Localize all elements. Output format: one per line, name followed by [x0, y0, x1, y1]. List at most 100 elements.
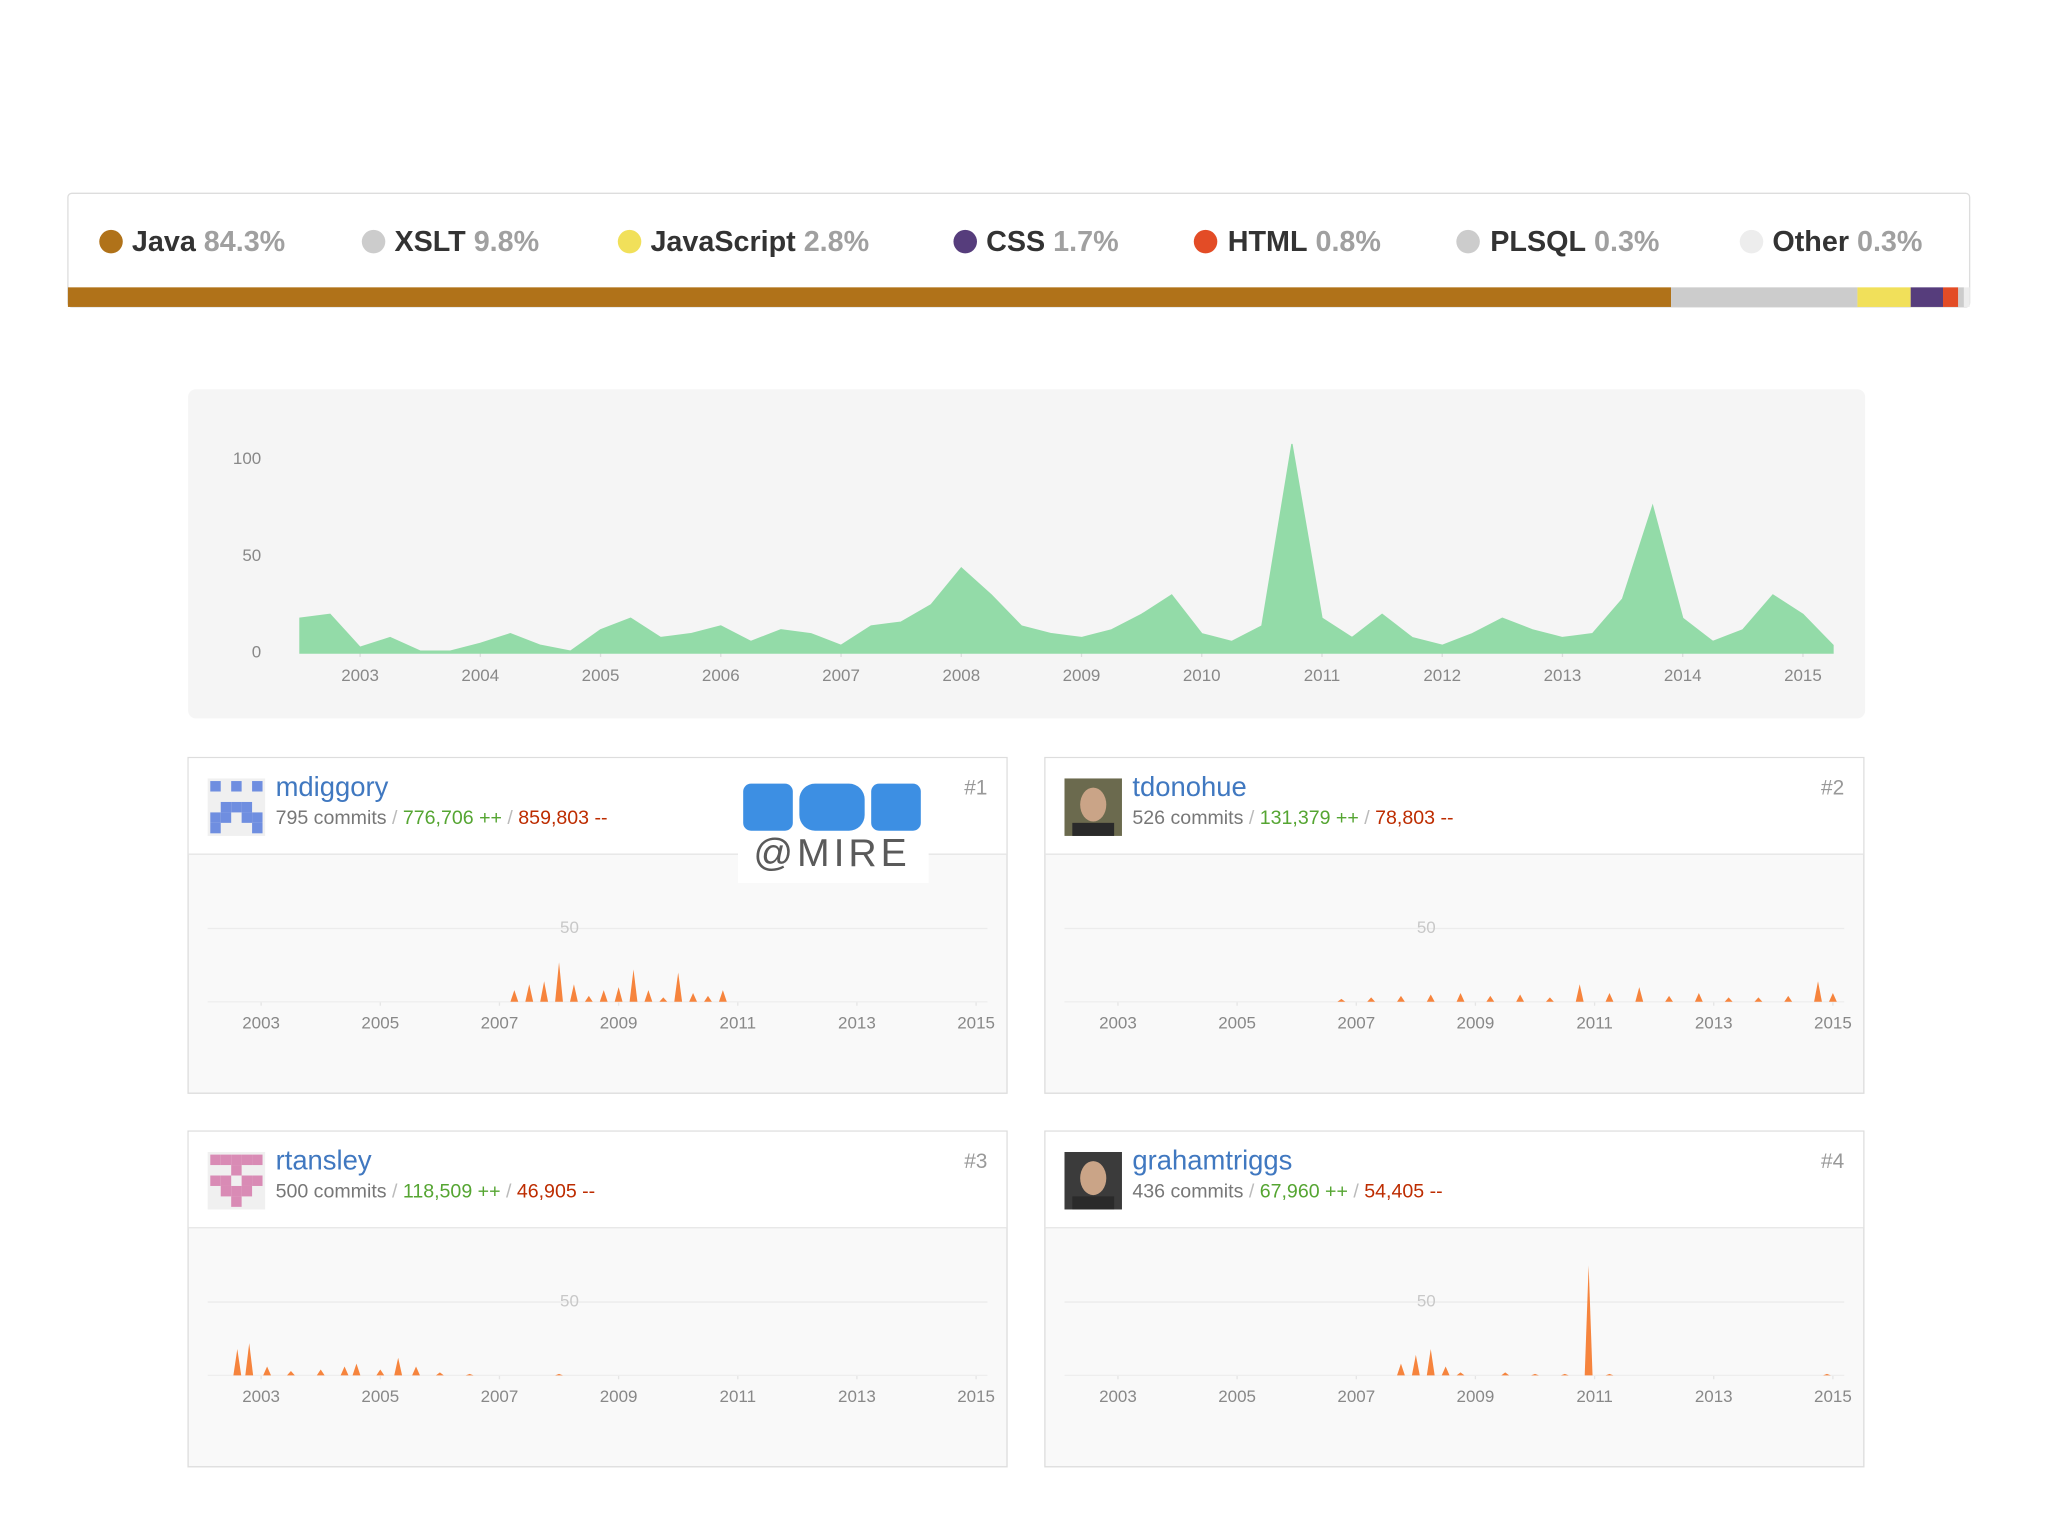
contributor-name[interactable]: grahamtriggs: [1132, 1145, 1292, 1176]
separator: /: [502, 807, 518, 829]
commit-spike: [1665, 995, 1673, 1002]
x-tick-label: 2009: [600, 1013, 638, 1032]
x-tick-label: 2014: [1664, 666, 1702, 685]
x-tick-label: 2009: [1063, 666, 1101, 685]
language-bar-segment: [1910, 287, 1944, 307]
contributor-name[interactable]: mdiggory: [276, 771, 389, 802]
commit-spike: [1531, 1373, 1539, 1376]
deletions: 46,905 --: [517, 1181, 595, 1203]
commit-spike: [1397, 995, 1405, 1002]
commit-spike: [644, 990, 653, 1002]
x-tick-label: 2003: [242, 1013, 280, 1032]
commit-spike: [1605, 993, 1614, 1002]
x-tick-label: 2003: [242, 1387, 280, 1406]
deletions: 78,803 --: [1375, 807, 1453, 829]
x-tick-label: 2011: [720, 1387, 757, 1406]
commit-spike: [245, 1343, 254, 1376]
contributor-rank: #2: [1821, 776, 1844, 799]
legend-entry: Java 84.3%: [132, 226, 285, 258]
gap: [1586, 226, 1594, 258]
language-percent: 0.3%: [1594, 226, 1659, 258]
contributor-name[interactable]: tdonohue: [1132, 771, 1246, 802]
avatar-pixel: [220, 801, 232, 813]
x-tick-label: 2008: [942, 666, 980, 685]
additions: 118,509 ++: [403, 1181, 501, 1203]
x-tick-label: 2005: [582, 666, 620, 685]
legend-dot: [1456, 229, 1480, 254]
avatar-pixel: [231, 1185, 242, 1197]
x-tick-label: 2011: [720, 1013, 757, 1032]
commit-spike: [1486, 995, 1495, 1002]
avatar-pixel: [241, 1154, 253, 1166]
legend-entry: PLSQL 0.3%: [1490, 226, 1659, 258]
avatar-pixel: [252, 1154, 263, 1166]
commit-spike: [1456, 1372, 1465, 1376]
x-tick-label: 2015: [957, 1387, 995, 1406]
commit-spike: [287, 1370, 295, 1376]
avatar-face: [1080, 787, 1107, 822]
avatar-pixel: [252, 822, 263, 834]
avatar-pixel: [252, 781, 263, 792]
avatar-pixel: [210, 822, 221, 834]
contributor-rank: #4: [1821, 1150, 1844, 1173]
commits: 526 commits: [1132, 807, 1243, 829]
separator: /: [1348, 1181, 1364, 1203]
contributor-card: tdonohue #2 526 commits / 131,379 ++ / 78,…: [1044, 756, 1865, 1094]
gap: [1849, 226, 1857, 258]
commit-spike: [1823, 1373, 1831, 1376]
commits: 795 commits: [276, 807, 387, 829]
language-name: Other: [1772, 226, 1849, 258]
commit-panel: [188, 389, 1866, 719]
commit-spike: [674, 972, 683, 1002]
commit-spike: [525, 984, 534, 1002]
x-tick-label: 2009: [1457, 1387, 1495, 1406]
x-tick-label: 2007: [1337, 1013, 1375, 1032]
gap: [1045, 226, 1053, 258]
commit-spike: [1426, 994, 1435, 1002]
avatar-pixel: [231, 801, 242, 813]
commit-spike: [1441, 1366, 1450, 1376]
language-bar-segment: [1943, 287, 1959, 307]
commit-spike: [376, 1369, 385, 1376]
commit-spike: [1337, 998, 1346, 1002]
avatar-pixel: [241, 812, 253, 823]
x-tick-label: 2015: [1814, 1387, 1852, 1406]
watermark-shape: [871, 783, 921, 831]
commit-spike: [1724, 997, 1733, 1002]
x-tick-label: 2005: [361, 1013, 399, 1032]
avatar-pixel: [210, 1175, 221, 1186]
contributor-card: rtansley #3 500 commits / 118,509 ++ / 46,…: [187, 1130, 1008, 1468]
x-tick-label: 2009: [600, 1387, 638, 1406]
commit-spike: [1560, 1373, 1569, 1376]
language-name: HTML: [1228, 226, 1308, 258]
commit-spike: [718, 990, 727, 1002]
avatar-pixel: [210, 1154, 221, 1166]
commit-spike: [704, 995, 712, 1002]
avatar-pixel: [231, 1165, 242, 1176]
commit-spike: [1784, 995, 1793, 1002]
avatar-pixel: [252, 1175, 263, 1186]
legend-dot: [1193, 229, 1218, 254]
x-tick-label: 2011: [1576, 1013, 1613, 1032]
commit-spike: [1575, 984, 1584, 1002]
contributor-card: grahamtriggs #4 436 commits / 67,960 ++ / …: [1044, 1130, 1865, 1468]
language-bar-segment: [1958, 287, 1964, 307]
legend-dot: [953, 229, 977, 254]
avatar-pixel: [241, 801, 253, 813]
contributor-name[interactable]: rtansley: [276, 1145, 372, 1176]
x-tick-label: 2003: [1099, 1013, 1137, 1032]
language-name: Java: [132, 226, 197, 258]
commit-spike: [1501, 1372, 1510, 1376]
language-percent: 0.8%: [1315, 226, 1380, 258]
x-tick-label: 2009: [1457, 1013, 1495, 1032]
avatar-pixel: [220, 812, 232, 823]
y-tick-label: 0: [252, 643, 261, 662]
commit-spike: [540, 981, 549, 1002]
avatar-pixel: [210, 812, 221, 823]
x-tick-label: 2005: [361, 1387, 399, 1406]
y-tick-label: 50: [242, 546, 261, 565]
additions: 131,379 ++: [1260, 807, 1359, 829]
commit-spike: [465, 1373, 474, 1376]
watermark-text: @MIRE: [753, 832, 910, 875]
gap: [1308, 226, 1316, 258]
